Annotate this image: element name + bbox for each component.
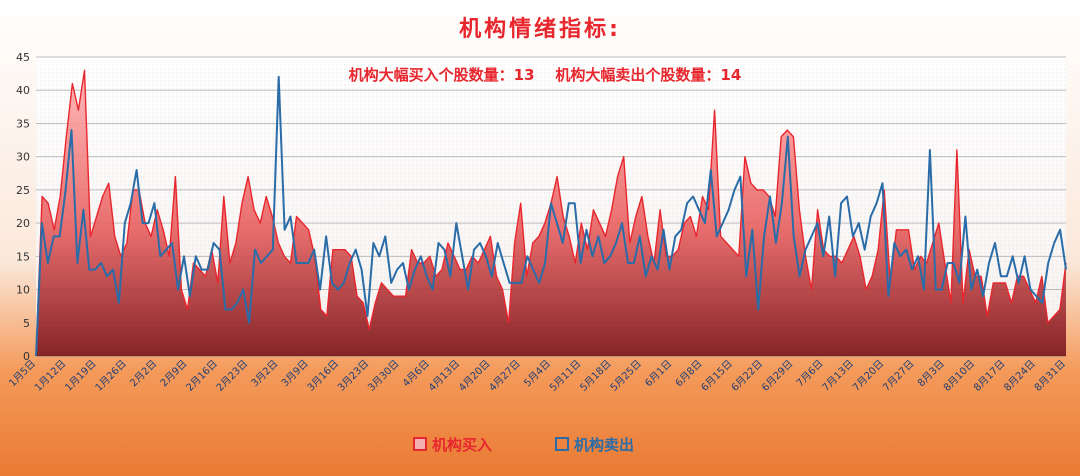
legend-label-buy: 机构买入 [432,436,492,454]
y-tick-label: 45 [16,51,30,64]
legend: 机构买入 机构卖出 [413,436,634,454]
y-tick-label: 15 [16,250,30,263]
chart-subtitle: 机构大幅买入个股数量：13 机构大幅卖出个股数量：14 [349,66,742,84]
legend-swatch-buy [413,437,427,451]
series-layer [35,69,1067,357]
y-axis: 0 5 10 15 20 25 30 35 40 45 [16,51,30,363]
y-tick-label: 35 [16,117,30,130]
y-tick-label: 30 [16,151,30,164]
y-tick-label: 5 [23,317,30,330]
y-tick-label: 25 [16,184,30,197]
legend-swatch-sell [555,437,569,451]
y-tick-label: 0 [23,350,30,363]
y-tick-label: 20 [16,217,30,230]
y-tick-label: 40 [16,84,30,97]
series-line-sell [35,75,1067,357]
y-tick-label: 10 [16,284,30,297]
legend-label-sell: 机构卖出 [574,436,634,454]
chart-title: 机构情绪指标: [459,16,621,42]
